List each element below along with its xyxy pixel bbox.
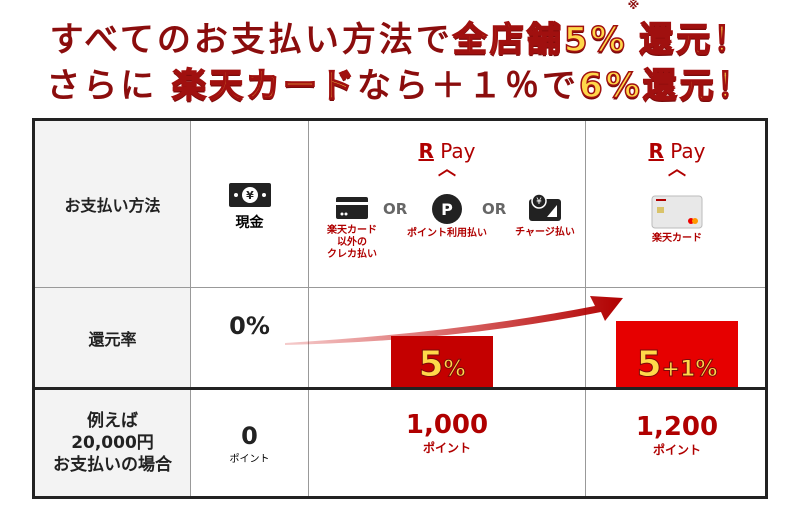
chevron-up-icon: ︿	[668, 159, 686, 180]
rpay-logo: R Pay ︿	[309, 139, 585, 180]
points-value: 1,200	[635, 412, 719, 442]
row-header-payment: お支払い方法	[35, 121, 190, 287]
points-unit: ポイント	[229, 453, 270, 465]
rate-bar-5: 5%	[391, 336, 493, 387]
rate-main: 5	[636, 344, 662, 386]
or-text: OR	[482, 200, 507, 218]
row-header-text: 例えば 20,000円 お支払いの場合	[53, 411, 172, 475]
rakuten-card-image	[651, 195, 703, 229]
rpay-logo: R Pay ︿	[586, 139, 768, 180]
headline-highlight: 6%還元！	[578, 65, 754, 107]
cash-label: 現金	[235, 215, 264, 231]
cash-points: 0 ポイント	[191, 390, 308, 496]
row-header-example: 例えば 20,000円 お支払いの場合	[35, 390, 190, 496]
point-method: P ポイント利用払い	[397, 194, 497, 240]
points-unit: ポイント	[652, 443, 701, 457]
rate-bar-6: 5+1%	[616, 321, 738, 387]
logo-pay: Pay	[670, 139, 706, 163]
comparison-table: お支払い方法 還元率 例えば 20,000円 お支払いの場合 ¥ 現金 0% 0…	[32, 118, 768, 499]
footnote-mark: ※	[627, 0, 640, 12]
row-header-rate: 還元率	[35, 288, 190, 387]
method-label: チャージ払い	[515, 227, 575, 238]
headline-line-1: すべてのお支払い方法で全店舗5% ※ 還元！	[0, 0, 800, 61]
points-value: 1,000	[405, 410, 489, 440]
charge-method: ¥ チャージ払い	[509, 193, 581, 239]
rate-plus: +1	[661, 357, 696, 383]
logo-r: R	[648, 139, 664, 163]
row-header-text: お支払い方法	[64, 196, 161, 215]
row-header-text: 還元率	[88, 329, 137, 349]
rate-main: 5	[418, 344, 444, 386]
rpay-points: 1,000 ポイント	[309, 411, 585, 456]
increase-arrow-icon	[285, 296, 623, 345]
headline-highlight: 楽天カード	[171, 65, 358, 107]
cash-bill-icon: ¥	[228, 183, 271, 207]
rakuten-card-method: 楽天カード	[586, 195, 768, 245]
method-label: 楽天カード 以外の クレカ払い	[327, 225, 377, 260]
headline-text: すべてのお支払い方法で	[49, 20, 453, 60]
cash-rate: 0%	[191, 291, 308, 361]
headline-text: さらに	[46, 66, 158, 106]
headline-highlight: 還元！	[639, 19, 751, 61]
rpay-methods: 楽天カード 以外の クレカ払い OR P ポイント利用払い OR ¥ チャージ払…	[309, 191, 585, 281]
rate-pct: %	[695, 357, 718, 383]
points-unit: ポイント	[422, 441, 471, 455]
credit-card-icon	[336, 197, 368, 219]
rate-text: 0%	[229, 312, 270, 340]
cash-method: ¥ 現金	[191, 121, 308, 287]
method-label: ポイント利用払い	[407, 228, 487, 239]
svg-text:¥: ¥	[536, 197, 542, 207]
point-p-icon: P	[432, 194, 462, 224]
or-text: OR	[383, 200, 408, 218]
method-label: 楽天カード	[652, 233, 702, 244]
points-value: 0	[241, 421, 258, 450]
headline-highlight: 全店舗5%	[452, 19, 628, 61]
chevron-up-icon: ︿	[438, 159, 456, 180]
headline-text: なら＋１％で	[357, 66, 580, 106]
logo-pay: Pay	[440, 139, 476, 163]
svg-text:¥: ¥	[246, 189, 254, 202]
card-points: 1,200 ポイント	[586, 413, 768, 458]
svg-text:P: P	[441, 200, 453, 219]
headline-line-2: さらに 楽天カードなら＋１％で6%還元！	[0, 58, 800, 107]
charge-wallet-icon: ¥	[529, 193, 561, 221]
credit-card-method: 楽天カード 以外の クレカ払い	[327, 195, 377, 261]
logo-r: R	[418, 139, 434, 163]
rate-pct: %	[443, 357, 466, 383]
